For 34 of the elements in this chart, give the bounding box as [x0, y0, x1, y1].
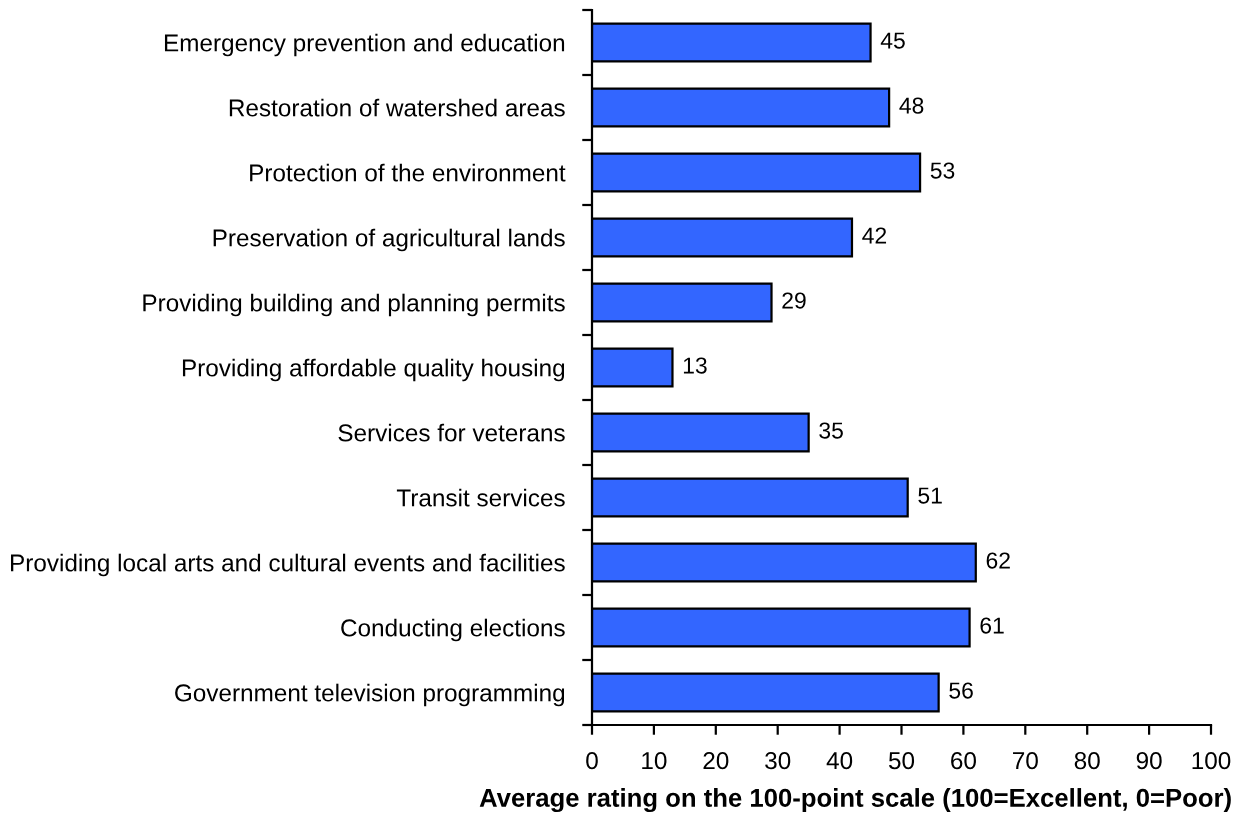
y-tick-label: Transit services: [396, 488, 565, 507]
data-label: 35: [819, 422, 843, 439]
y-tick-label: Conducting elections: [341, 618, 565, 642]
x-tick-label: 80: [1074, 752, 1100, 770]
y-tick-label: Providing local arts and cultural events and facilities: [11, 553, 565, 577]
x-tick-label: 70: [1013, 752, 1038, 770]
data-label: 51: [918, 487, 942, 504]
data-label: 48: [899, 97, 924, 114]
y-tick-label: Emergency prevention and education: [164, 33, 565, 57]
x-tick-label: 10: [642, 752, 667, 770]
y-tick-label: Restoration of watershed areas: [229, 98, 565, 117]
data-label: 13: [683, 357, 707, 374]
y-tick-label: Providing building and planning permits: [143, 293, 565, 317]
data-label: 42: [862, 227, 887, 244]
x-tick-label: 50: [888, 752, 915, 770]
y-tick-label: Services for veterans: [338, 423, 565, 442]
data-label: 53: [930, 162, 955, 179]
y-tick-label: Protection of the environment: [250, 163, 566, 182]
y-tick-label: Government television programming: [175, 683, 565, 707]
x-tick-label: 40: [826, 752, 853, 770]
data-label: 45: [880, 32, 905, 49]
x-axis-title: Average rating on the 100-point scale (100=Excellent, 0=Poor): [479, 788, 1231, 813]
data-label: 29: [782, 292, 806, 309]
x-tick-label: 20: [703, 752, 729, 770]
x-tick-label: 60: [951, 752, 976, 770]
data-label: 56: [949, 682, 973, 699]
x-tick-label: 90: [1136, 752, 1162, 770]
data-label: 62: [986, 552, 1010, 569]
data-label: 61: [980, 617, 1004, 634]
y-tick-label: Preservation of agricultural lands: [213, 228, 565, 252]
y-tick-label: Providing affordable quality housing: [182, 358, 565, 382]
x-tick-label: 30: [765, 752, 791, 770]
x-tick-label: 0: [586, 752, 598, 770]
x-tick-label: 100: [1192, 752, 1231, 770]
